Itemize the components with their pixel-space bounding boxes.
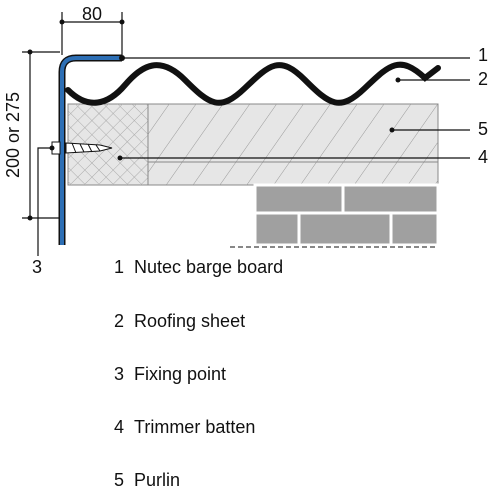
legend: 1 Nutec barge board 2 Roofing sheet 3 Fi…: [114, 257, 283, 490]
legend-number: 4: [114, 417, 124, 437]
callout: 1: [478, 45, 488, 65]
legend-number: 1: [114, 257, 124, 277]
timber: [67, 103, 439, 186]
legend-label: Trimmer batten: [134, 417, 255, 437]
callout: 3: [32, 257, 42, 277]
barge-board-fill: [60, 56, 122, 245]
callout: 4: [478, 147, 488, 167]
callout-leaders: [120, 57, 470, 159]
callout-dots: [117, 77, 401, 161]
brickwork: [253, 183, 440, 247]
legend-number: 3: [114, 364, 124, 384]
fixing-screw: [51, 141, 113, 155]
legend-label: Roofing sheet: [134, 311, 245, 331]
legend-label: Purlin: [134, 470, 180, 490]
width-dimension: 80: [82, 4, 102, 24]
callout: 2: [478, 69, 488, 89]
legend-label: Fixing point: [134, 364, 226, 384]
dimension-dots: [27, 19, 125, 221]
callout: 5: [478, 119, 488, 139]
legend-label: Nutec barge board: [134, 257, 283, 277]
height-dimension: 200 or 275: [3, 92, 23, 178]
legend-number: 2: [114, 311, 124, 331]
legend-number: 5: [114, 470, 124, 490]
roofing-sheet: [65, 61, 441, 106]
